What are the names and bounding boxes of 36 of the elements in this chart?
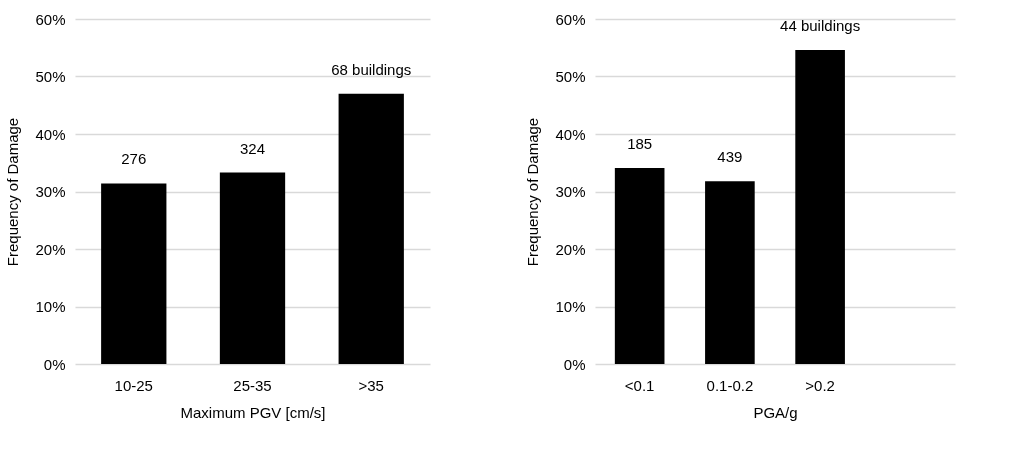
y-tick-label: 30%: [35, 183, 66, 200]
bar: [101, 183, 167, 364]
y-tick-label: 20%: [35, 240, 66, 258]
x-tick-label: <0.1: [624, 376, 655, 394]
y-tick-label: 10%: [555, 298, 586, 315]
annotation: 44 buildings: [780, 17, 861, 35]
y-tick-label: 20%: [555, 240, 586, 258]
bar: [705, 181, 755, 364]
bar: [614, 167, 665, 364]
x-axis-title: Maximum PGV [cm/s]: [180, 403, 326, 421]
bar: [338, 93, 404, 364]
y-tick-label: 60%: [555, 10, 586, 28]
y-tick-label: 40%: [555, 125, 586, 143]
bar: [795, 50, 845, 364]
x-tick-label: >35: [358, 376, 384, 394]
y-tick-label: 50%: [555, 68, 586, 85]
y-tick-label: 0%: [563, 355, 586, 373]
x-tick-label: >0.2: [805, 376, 835, 394]
annotation: 276: [121, 150, 147, 168]
y-tick-label: 40%: [35, 125, 66, 143]
y-axis-title: Frequency of Damage: [524, 117, 542, 267]
annotation: 68 buildings: [331, 60, 412, 78]
annotation: 324: [239, 139, 266, 157]
annotation: 185: [627, 134, 653, 152]
x-tick-label: 0.1-0.2: [706, 376, 754, 394]
x-axis-title: PGA/g: [753, 403, 798, 421]
x-tick-label: 10-25: [114, 376, 153, 394]
y-tick-label: 50%: [35, 68, 66, 85]
y-tick-label: 60%: [35, 10, 66, 28]
x-tick-label: 25-35: [233, 376, 272, 394]
y-axis-title: Frequency of Damage: [4, 117, 22, 267]
y-tick-label: 0%: [43, 355, 66, 373]
bar: [219, 172, 286, 364]
annotation: 439: [717, 148, 743, 166]
y-tick-label: 30%: [555, 183, 586, 200]
y-tick-label: 10%: [35, 298, 66, 315]
